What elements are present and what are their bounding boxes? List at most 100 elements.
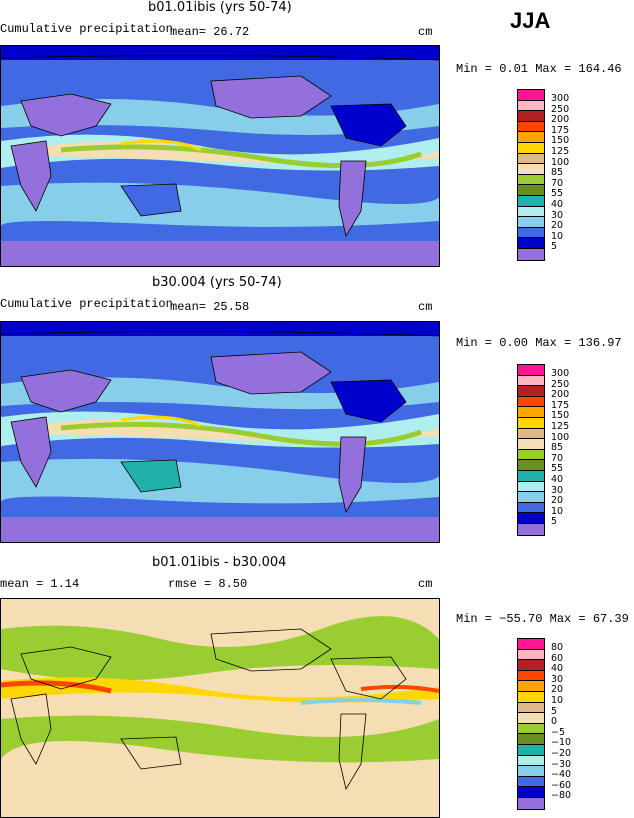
panel1-colorbar-tick: 300: [551, 93, 570, 104]
panel2-title: b30.004 (yrs 50-74): [152, 275, 282, 290]
panel1-colorbar-swatch: [518, 142, 544, 154]
panel3-colorbar-swatch: [518, 744, 544, 756]
panel3-colorbar-swatch: [518, 776, 544, 788]
panel2-colorbar-swatch: [518, 523, 544, 535]
panel2-colorbar-tick: 250: [551, 378, 570, 390]
panel3-colorbar-swatch: [518, 691, 544, 703]
panel1-colorbar-tick: 10: [551, 230, 564, 242]
panel1-colorbar-swatch: [518, 121, 544, 133]
panel2-colorbar-tick: 5: [551, 516, 558, 528]
panel3-colorbar-swatch: [518, 670, 544, 682]
panel2-colorbar-swatch: [518, 492, 544, 503]
panel1-units-label: cm: [418, 25, 433, 39]
panel3-map: [0, 598, 440, 818]
panel2-colorbar-swatch: [518, 481, 544, 493]
panel3-colorbar-swatch: [518, 766, 544, 777]
panel3-colorbar-tick: 0: [551, 716, 558, 728]
panel1-colorbar: [517, 89, 545, 261]
panel1-map-graphic: [1, 46, 439, 266]
panel1-colorbar-tick: 55: [551, 188, 564, 200]
panel3-colorbar-swatch: [518, 702, 544, 714]
panel2-colorbar-swatch: [518, 460, 544, 471]
panel3-mean-label: mean = 1.14: [0, 577, 80, 591]
panel1-colorbar-swatch: [518, 185, 544, 196]
panel3-colorbar: [517, 638, 545, 810]
panel2-mean-label: mean= 25.58: [170, 300, 250, 314]
panel3-colorbar-swatch: [518, 797, 544, 809]
panel1-colorbar-swatch: [518, 174, 544, 186]
panel1-colorbar-tick: 125: [551, 146, 570, 157]
panel2-colorbar-swatch: [518, 386, 544, 397]
panel1-colorbar-tick: 100: [551, 156, 570, 168]
panel3-colorbar-swatch: [518, 755, 544, 767]
panel2-minmax-label: Min = 0.00 Max = 136.97: [456, 336, 622, 350]
panel3-colorbar-tick: −5: [551, 726, 566, 738]
panel1-colorbar-swatch: [518, 132, 544, 143]
panel1-colorbar-tick: 30: [551, 209, 564, 221]
panel1-colorbar-tick: 250: [551, 103, 570, 115]
panel2-colorbar-swatch: [518, 449, 544, 461]
season-label: JJA: [510, 8, 551, 33]
panel2-colorbar-swatch: [518, 375, 544, 387]
panel3-colorbar-tick: 20: [551, 684, 564, 696]
panel3-colorbar-tick: −40: [551, 769, 572, 781]
panel1-colorbar-swatch: [518, 206, 544, 218]
panel2-colorbar-tick: 175: [551, 399, 570, 411]
panel2-colorbar-tick: 150: [551, 410, 570, 422]
panel2-colorbar-swatch: [518, 396, 544, 408]
panel2-variable-label: Cumulative precipitation: [0, 297, 173, 311]
panel2-colorbar-tick: 300: [551, 368, 570, 379]
panel3-colorbar-tick: 80: [551, 642, 564, 653]
panel1-colorbar-tick: 85: [551, 167, 564, 179]
panel2-map: [0, 321, 440, 543]
panel3-minmax-label: Min = −55.70 Max = 67.39: [456, 612, 629, 626]
panel1-colorbar-swatch: [518, 227, 544, 239]
panel3-colorbar-swatch: [518, 734, 544, 745]
panel1-colorbar-tick: 200: [551, 114, 570, 126]
panel3-colorbar-swatch: [518, 787, 544, 798]
panel3-colorbar-swatch: [518, 723, 544, 735]
panel1-colorbar-tick: 40: [551, 199, 564, 210]
panel1-colorbar-swatch: [518, 248, 544, 260]
panel1-minmax-label: Min = 0.01 Max = 164.46: [456, 62, 622, 76]
panel1-variable-label: Cumulative precipitation: [0, 22, 173, 36]
panel3-colorbar-tick: 30: [551, 673, 564, 685]
panel3-colorbar-tick: 60: [551, 652, 564, 664]
panel1-map: [0, 45, 440, 267]
panel1-colorbar-tick: 150: [551, 135, 570, 147]
panel1-mean-label: mean= 26.72: [170, 25, 250, 39]
panel1-title: b01.01ibis (yrs 50-74): [148, 0, 292, 15]
panel1-colorbar-swatch: [518, 238, 544, 249]
panel2-colorbar-swatch: [518, 470, 544, 482]
panel2-colorbar-swatch: [518, 407, 544, 418]
panel1-colorbar-swatch: [518, 90, 544, 101]
panel3-colorbar-tick: 5: [551, 705, 558, 717]
panel3-colorbar-swatch: [518, 681, 544, 692]
panel1-colorbar-swatch: [518, 217, 544, 228]
panel2-colorbar-swatch: [518, 428, 544, 440]
panel2-colorbar-swatch: [518, 365, 544, 376]
panel2-colorbar-swatch: [518, 417, 544, 429]
panel2-colorbar-swatch: [518, 439, 544, 450]
panel1-colorbar-tick: 5: [551, 241, 558, 253]
panel1-colorbar-swatch: [518, 111, 544, 122]
panel1-colorbar-swatch: [518, 195, 544, 207]
panel2-colorbar-tick: 70: [551, 452, 564, 464]
panel1-colorbar-swatch: [518, 100, 544, 112]
panel1-colorbar-swatch: [518, 164, 544, 175]
panel2-colorbar-swatch: [518, 502, 544, 514]
panel2-colorbar-tick: 85: [551, 442, 564, 454]
panel1-colorbar-swatch: [518, 153, 544, 165]
panel2-map-graphic: [1, 322, 439, 542]
panel2-colorbar-swatch: [518, 513, 544, 524]
panel3-colorbar-tick: 10: [551, 695, 564, 706]
panel3-colorbar-swatch: [518, 713, 544, 724]
panel3-rmse-label: rmse = 8.50: [168, 577, 248, 591]
panel2-colorbar-tick: 40: [551, 474, 564, 485]
panel3-colorbar-tick: 40: [551, 663, 564, 675]
panel3-title: b01.01ibis - b30.004: [152, 555, 287, 570]
panel3-colorbar-swatch: [518, 660, 544, 671]
panel1-colorbar-tick: 175: [551, 124, 570, 136]
panel3-colorbar-tick: −20: [551, 748, 572, 759]
panel3-colorbar-tick: −60: [551, 779, 572, 791]
